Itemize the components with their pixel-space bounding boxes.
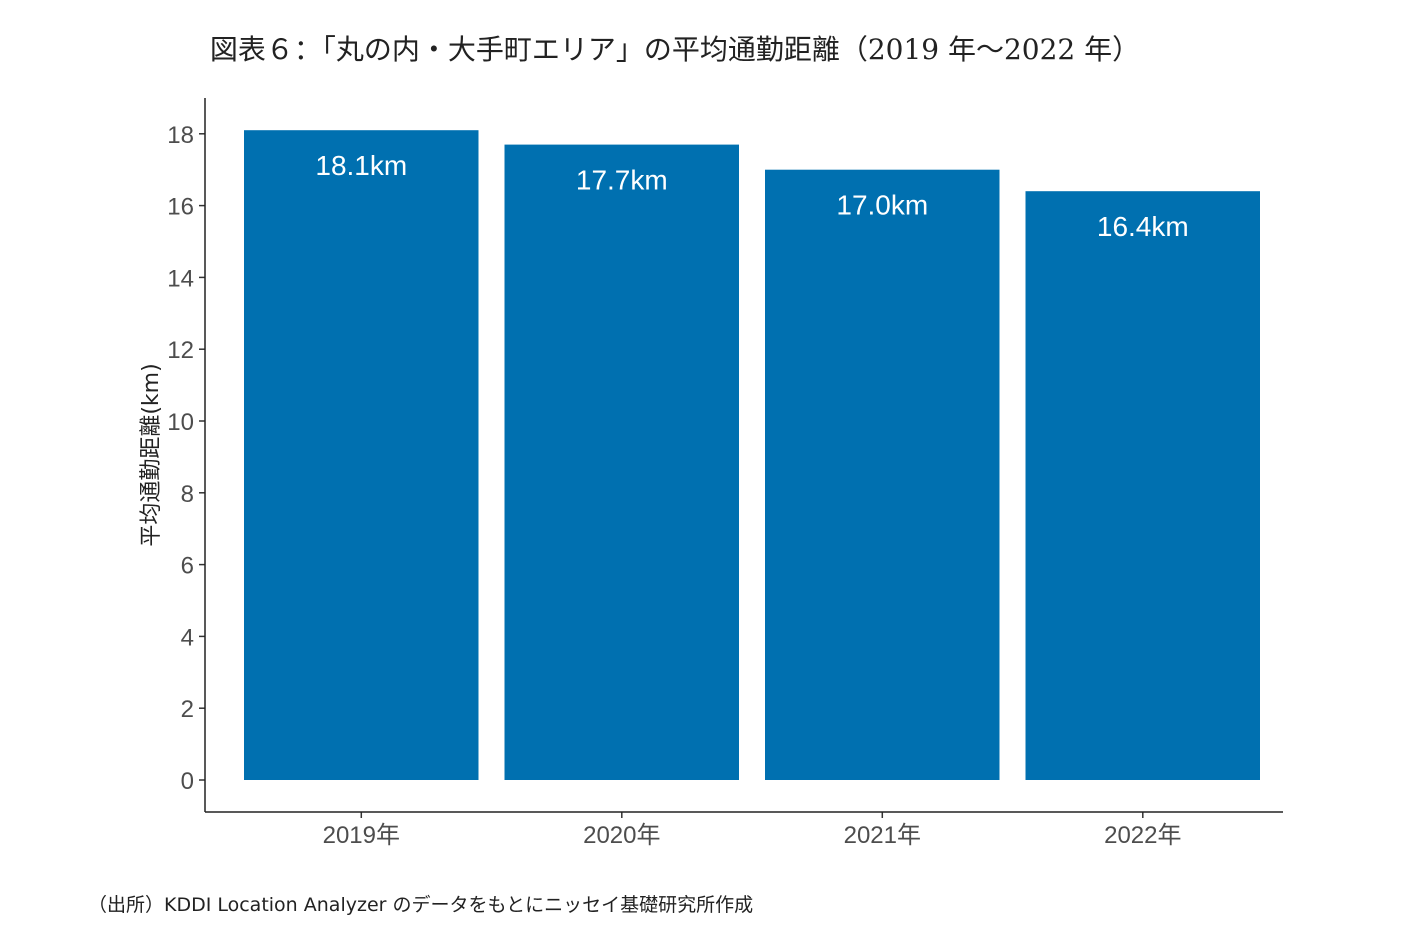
y-tick-label: 16 xyxy=(167,194,194,221)
bar-2021年 xyxy=(765,169,1000,780)
data-label: 18.1km xyxy=(315,150,407,181)
y-tick-label: 8 xyxy=(181,481,194,508)
y-tick-label: 10 xyxy=(167,409,194,436)
y-tick-label: 18 xyxy=(167,122,194,149)
y-tick-label: 4 xyxy=(181,624,194,651)
y-tick-label: 2 xyxy=(181,696,194,723)
y-tick-label: 12 xyxy=(167,337,194,364)
bar-2019年 xyxy=(244,130,479,780)
x-tick-label: 2022年 xyxy=(1104,822,1181,849)
chart-title: 図表６：「丸の内・大手町エリア」の平均通勤距離（2019 年～2022 年） xyxy=(209,33,1141,66)
axes-layer: 2019年 2020年 2021年 2022年 0 2 4 6 8 10 12 14 16 18 xyxy=(167,98,1283,849)
y-tick-label: 6 xyxy=(181,553,194,580)
x-tick-label: 2021年 xyxy=(844,822,921,849)
bar-2022年 xyxy=(1025,191,1260,780)
x-tick-label: 2020年 xyxy=(583,822,660,849)
bars-layer xyxy=(244,130,1260,781)
bar-2020年 xyxy=(504,144,739,781)
source-note: （出所）KDDI Location Analyzer のデータをもとにニッセイ基… xyxy=(88,894,754,916)
data-label: 16.4km xyxy=(1097,211,1189,242)
data-label: 17.0km xyxy=(836,190,928,221)
data-labels-layer: 18.1km 17.7km 17.0km 16.4km xyxy=(315,150,1188,242)
y-axis-title: 平均通勤距離(km) xyxy=(139,363,164,546)
y-tick-label: 14 xyxy=(167,265,194,292)
y-tick-label: 0 xyxy=(181,768,194,795)
data-label: 17.7km xyxy=(576,165,668,196)
x-tick-label: 2019年 xyxy=(323,822,400,849)
